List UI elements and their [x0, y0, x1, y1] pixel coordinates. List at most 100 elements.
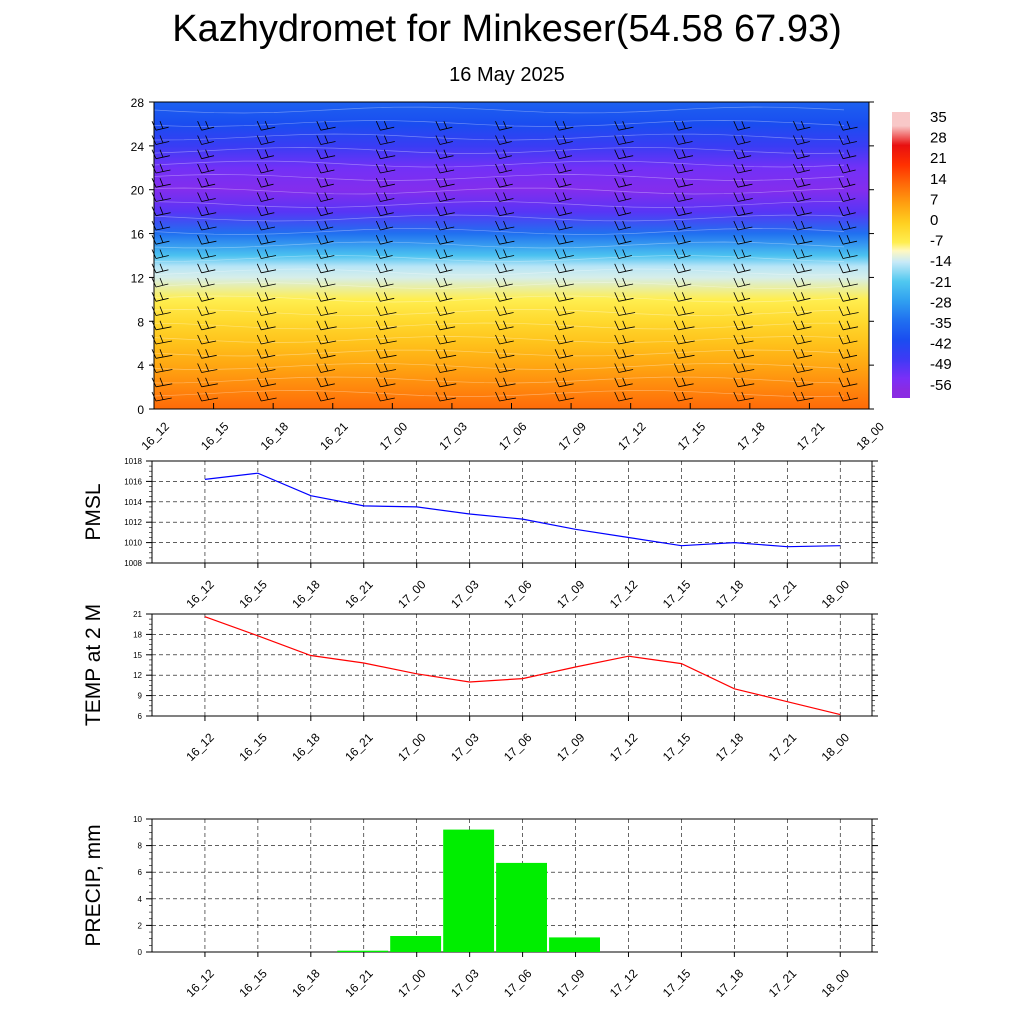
contour-line	[153, 147, 845, 154]
wind-barb	[554, 206, 573, 217]
temp2m-panel: 6 9 12 15 18 21 16_12 16_15 16_18 16_21 17_00 17_03…	[82, 604, 878, 764]
x-tick-label: 17_03	[448, 966, 482, 1000]
wind-barb	[838, 220, 857, 231]
wind-barb	[614, 334, 635, 345]
wind-barb	[554, 391, 575, 402]
wind-barb	[375, 377, 396, 388]
wind-barb	[197, 149, 215, 160]
wind-barb	[793, 320, 812, 331]
wind-barb	[614, 121, 634, 131]
x-tick-label: 17_21	[766, 577, 800, 611]
wind-barb	[554, 121, 574, 131]
contour-line	[153, 133, 845, 141]
wind-barb	[793, 292, 811, 302]
wind-barb	[435, 277, 453, 288]
precip-panel: 0 2 4 6 8 10 16_12 16_15 16_18 16_21 17_00 17_03 17_…	[82, 815, 878, 1000]
wind-barb	[435, 149, 454, 160]
colorbar-label: -42	[930, 336, 952, 353]
wind-barb	[733, 277, 751, 288]
wind-barb	[614, 249, 632, 259]
x-tick-label: 17_03	[448, 730, 482, 764]
wind-barb	[614, 377, 633, 388]
wind-barb	[435, 391, 456, 402]
wind-barb	[256, 121, 276, 131]
wind-barb	[793, 220, 813, 231]
wind-barb	[838, 263, 858, 274]
contour-line	[153, 376, 845, 384]
wind-barb	[256, 377, 277, 388]
y-tick-label: 6	[138, 712, 143, 721]
wind-barb	[733, 306, 753, 316]
page-title: Kazhydromet for Minkeser(54.58 67.93)	[172, 8, 842, 50]
wind-barb	[793, 377, 814, 388]
x-tick-label: 16_15	[236, 966, 270, 1000]
wind-barb	[673, 135, 693, 145]
wind-barb	[554, 277, 574, 288]
wind-barb	[316, 192, 334, 202]
wind-barb	[673, 292, 692, 302]
wind-barb	[838, 377, 858, 388]
wind-barb	[495, 220, 515, 231]
wind-barb	[435, 178, 455, 188]
pmsl-panel: 1008 1010 1012 1014 1016 1018 16_12 16_15 16_18 1…	[82, 457, 878, 611]
wind-barb	[733, 135, 751, 145]
wind-barb	[733, 163, 752, 174]
x-tick-label: 17_09	[554, 577, 588, 611]
contour-line	[153, 120, 845, 127]
x-tick-label: 17_06	[501, 577, 535, 611]
wind-barb	[375, 263, 393, 274]
contour-line	[153, 363, 845, 370]
wind-barb	[375, 121, 395, 131]
contour-line	[153, 228, 845, 235]
wind-barb	[435, 163, 455, 174]
wind-barb	[495, 391, 516, 402]
x-tick-label: 17_12	[607, 966, 641, 1000]
wind-barb	[435, 235, 454, 245]
wind-barb	[435, 121, 453, 131]
wind-barb	[256, 163, 274, 174]
wind-barb	[197, 363, 218, 373]
wind-barb	[435, 377, 457, 388]
precip-bar	[390, 936, 442, 952]
wind-barb	[793, 135, 810, 145]
wind-barb	[495, 135, 512, 145]
x-tick-label: 16_21	[342, 966, 376, 1000]
wind-barb	[435, 363, 457, 373]
x-tick-label: 17_15	[660, 577, 694, 611]
contour-line	[153, 282, 845, 289]
y-tick-label: 1010	[124, 539, 142, 548]
wind-barb	[197, 263, 216, 274]
colorbar-label: -56	[930, 377, 952, 394]
wind-barb	[495, 377, 516, 388]
y-tick-label: 0	[137, 403, 144, 417]
wind-barb	[733, 220, 753, 231]
wind-barb	[316, 292, 336, 302]
wind-barb	[793, 277, 812, 288]
wind-barb	[435, 334, 456, 345]
wind-barb	[256, 263, 277, 274]
y-tick-label: 20	[131, 184, 145, 198]
wind-barb	[554, 377, 574, 388]
wind-barb	[375, 249, 393, 259]
colorbar-fill	[892, 112, 910, 398]
wind-barb	[554, 192, 572, 202]
wind-barb	[495, 292, 513, 302]
wind-barb	[435, 320, 456, 331]
wind-barb	[793, 249, 813, 259]
wind-barb	[614, 149, 634, 160]
wind-barb	[614, 320, 635, 331]
wind-barb	[554, 292, 574, 302]
wind-barb	[793, 306, 812, 316]
wind-barb	[316, 363, 336, 373]
y-tick-label: 16	[131, 228, 145, 242]
wind-barb	[733, 206, 753, 217]
colorbar-label: -35	[930, 315, 952, 332]
wind-barb	[838, 334, 858, 345]
wind-barb	[673, 306, 695, 316]
y-tick-label: 1014	[124, 498, 142, 507]
wind-barb	[554, 220, 573, 231]
page-subtitle: 16 May 2025	[449, 64, 565, 86]
y-tick-label: 1016	[124, 477, 142, 486]
colorbar-label: -49	[930, 356, 952, 373]
wind-barb	[838, 306, 859, 316]
